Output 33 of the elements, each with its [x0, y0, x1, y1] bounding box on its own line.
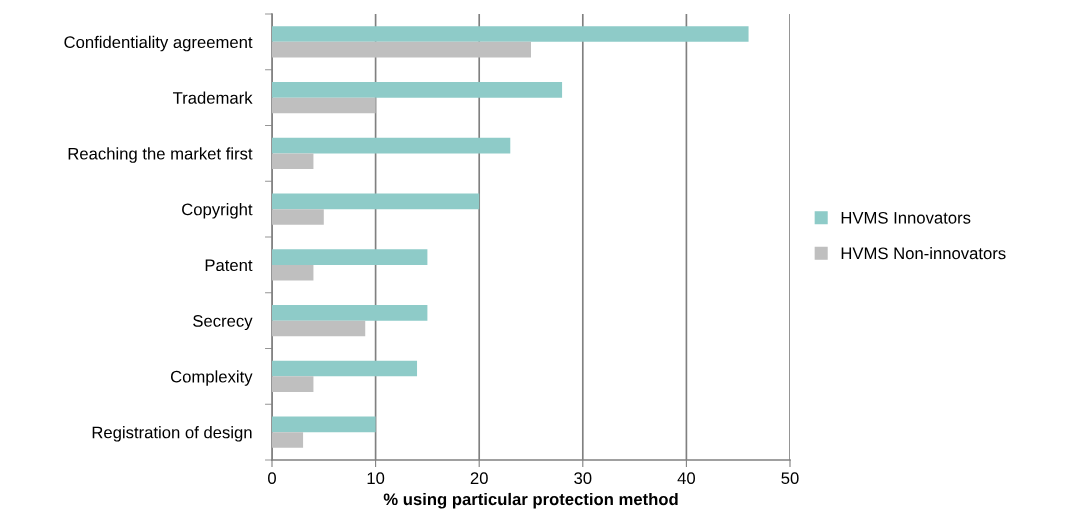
- bar: [272, 376, 314, 392]
- bar: [272, 137, 511, 154]
- bar: [272, 153, 314, 169]
- y-tick-label: Complexity: [170, 370, 253, 386]
- y-tick-label: Patent: [205, 259, 253, 272]
- bar: [272, 416, 376, 433]
- bar: [272, 305, 428, 321]
- legend-label: HVMS Non-innovators: [841, 247, 1006, 260]
- y-tick-label: Confidentiality agreement: [64, 35, 253, 52]
- bar: [272, 82, 563, 98]
- bar: [272, 360, 418, 377]
- y-tick-label: Secrecy: [193, 315, 253, 331]
- x-tick-label: 40: [677, 472, 696, 485]
- bar: [272, 320, 366, 337]
- bar: [272, 193, 480, 210]
- y-tick-label: Registration of design: [92, 426, 252, 442]
- x-tick-label: 0: [268, 472, 276, 485]
- bar: [272, 249, 428, 265]
- bar: [272, 264, 314, 281]
- x-axis-title: % using particular protection method: [383, 492, 678, 509]
- legend-label: HVMS Innovators: [841, 211, 971, 224]
- y-tick-label: Copyright: [182, 203, 253, 219]
- x-tick-label: 20: [470, 472, 488, 485]
- y-tick-label: Reaching the market first: [68, 147, 253, 163]
- x-tick-label: 50: [781, 472, 799, 485]
- bar: [272, 209, 324, 225]
- bar: [272, 41, 531, 58]
- x-tick-label: 10: [367, 472, 385, 485]
- bar: [272, 432, 304, 448]
- x-tick-label: 30: [574, 472, 592, 485]
- y-tick-label: Trademark: [172, 91, 253, 104]
- bar: [272, 26, 749, 42]
- bar: [272, 97, 376, 114]
